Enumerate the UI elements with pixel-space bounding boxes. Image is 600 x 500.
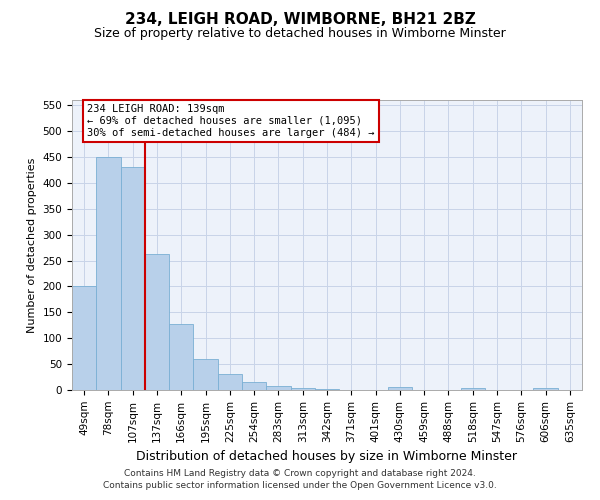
- Bar: [218, 374, 242, 390]
- Text: Contains HM Land Registry data © Crown copyright and database right 2024.: Contains HM Land Registry data © Crown c…: [124, 468, 476, 477]
- Text: Size of property relative to detached houses in Wimborne Minster: Size of property relative to detached ho…: [94, 28, 506, 40]
- X-axis label: Distribution of detached houses by size in Wimborne Minster: Distribution of detached houses by size …: [137, 450, 517, 463]
- Bar: [96, 157, 121, 390]
- Text: 234 LEIGH ROAD: 139sqm
← 69% of detached houses are smaller (1,095)
30% of semi-: 234 LEIGH ROAD: 139sqm ← 69% of detached…: [88, 104, 375, 138]
- Bar: [72, 286, 96, 390]
- Bar: [388, 387, 412, 390]
- Bar: [266, 386, 290, 390]
- Bar: [169, 324, 193, 390]
- Text: Contains public sector information licensed under the Open Government Licence v3: Contains public sector information licen…: [103, 481, 497, 490]
- Bar: [290, 388, 315, 390]
- Bar: [193, 359, 218, 390]
- Bar: [242, 382, 266, 390]
- Text: 234, LEIGH ROAD, WIMBORNE, BH21 2BZ: 234, LEIGH ROAD, WIMBORNE, BH21 2BZ: [125, 12, 475, 28]
- Bar: [533, 388, 558, 390]
- Y-axis label: Number of detached properties: Number of detached properties: [27, 158, 37, 332]
- Bar: [121, 168, 145, 390]
- Bar: [461, 388, 485, 390]
- Bar: [145, 254, 169, 390]
